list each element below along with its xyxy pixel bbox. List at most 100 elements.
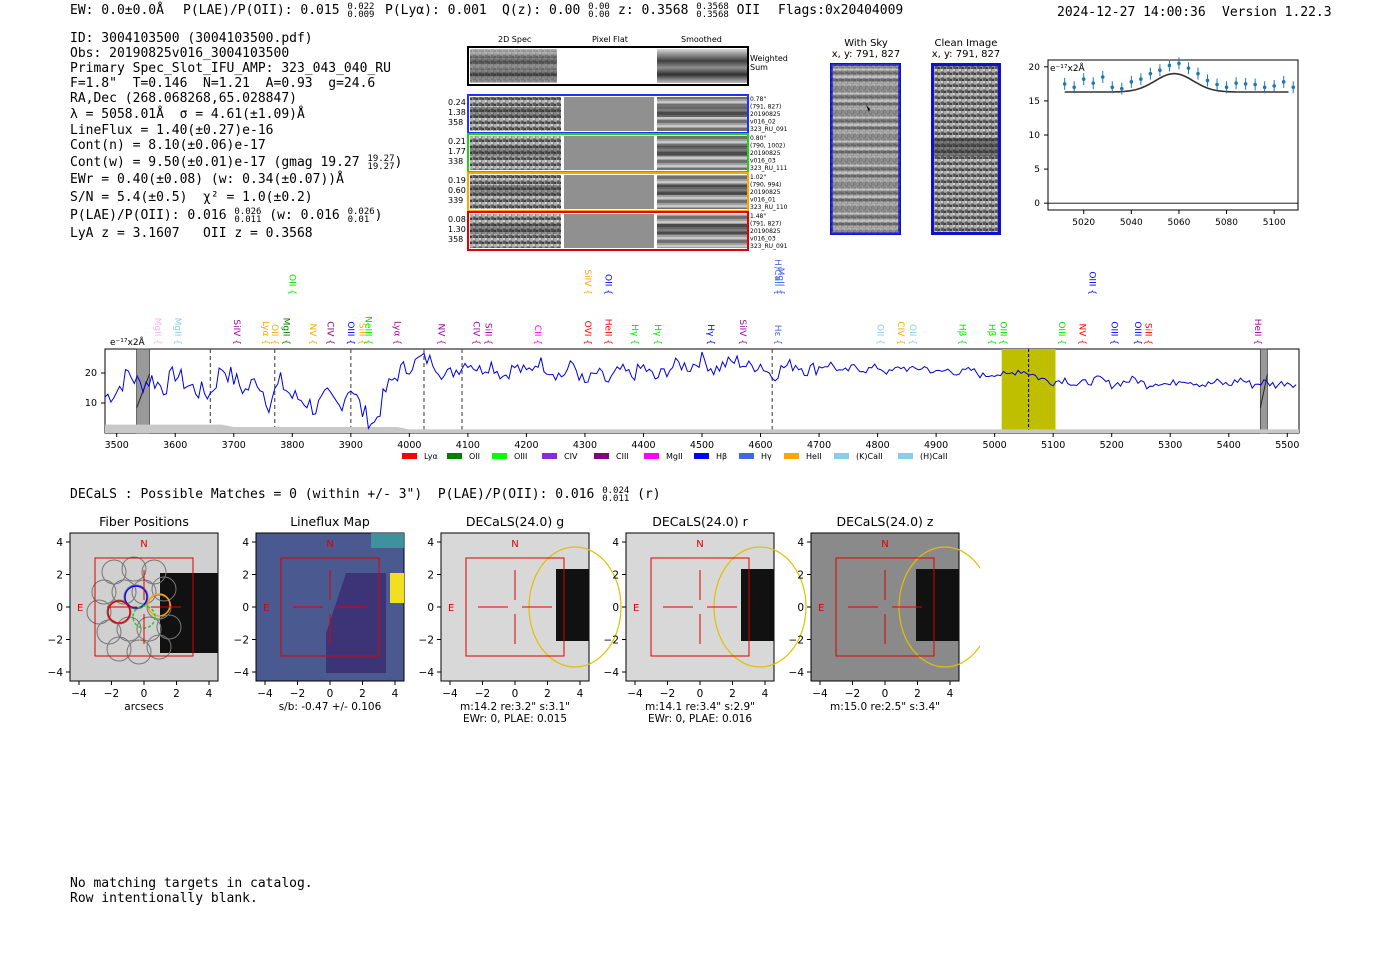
spectrum-line-label: OIII { (1086, 271, 1096, 295)
spectrum-line-label: Lyα { (392, 321, 402, 345)
zoom-point (1224, 85, 1229, 90)
decals-ytick-label: 4 (797, 537, 804, 549)
decals-box (465, 557, 565, 657)
spectrum-xtick-label: 5100 (1041, 440, 1065, 451)
cutout-row-meta: v016_02 (750, 119, 776, 126)
zoom-point (1186, 66, 1191, 70)
info-contw-lo: 19.27 (367, 162, 395, 172)
zoom-point (1177, 61, 1181, 66)
zoom-point (1205, 78, 1210, 83)
spectrum-xtick-label: 5500 (1275, 440, 1299, 451)
zoom-xtick-label: 5100 (1263, 218, 1286, 228)
decals-title: DECaLS : Possible Matches = 0 (within +/… (70, 487, 661, 504)
spectrum-xtick-label: 4600 (748, 440, 772, 451)
decals-north: N (511, 539, 518, 550)
legend-swatch (834, 453, 849, 459)
decals-ytick-label: −2 (48, 635, 63, 647)
info-lambda: λ = 5058.01Å σ = 4.61(±1.09)Å (70, 107, 305, 122)
footer: No matching targets in catalog. Row inten… (70, 876, 313, 906)
cutout-row-meta: v016_01 (750, 197, 776, 204)
zoom-point (1062, 82, 1067, 86)
decals-ytick-label: 0 (242, 602, 249, 614)
zoom-ytick-label: 0 (1034, 199, 1040, 209)
zoom-xtick-label: 5080 (1215, 218, 1238, 228)
info-sn: S/N = 5.4(±0.5) χ² = 1.0(±0.2) (70, 190, 313, 205)
decals-panel-title: Lineflux Map (290, 514, 370, 529)
decals-box (94, 557, 194, 657)
cutout-row-smooth (657, 175, 747, 209)
spectrum-xtick-label: 4000 (397, 440, 421, 451)
legend-swatch (492, 453, 507, 459)
decals-east: E (77, 603, 83, 614)
cutout-row-2d (470, 175, 561, 209)
cutout-row-2d (470, 97, 561, 131)
footer-line1: No matching targets in catalog. (70, 876, 313, 891)
info-lineflux: LineFlux = 1.40(±0.27)e-16 (70, 123, 274, 138)
decals-galaxy (741, 569, 774, 641)
cutout-row-2d (470, 214, 561, 248)
cutout-weighted: Weighted (750, 54, 788, 63)
legend-label: (H)CaII (920, 452, 947, 461)
info-contn: Cont(n) = 8.10(±0.06)e-17 (70, 138, 266, 153)
cursor-icon (866, 105, 870, 112)
info-plae2-w: (w: 0.016 (269, 208, 340, 223)
spectrum-xtick-label: 4700 (807, 440, 831, 451)
decals-xtick-label: 4 (577, 688, 584, 700)
decals-xtick-label: −2 (660, 688, 675, 700)
cutout-row-l1: 0.21 (448, 137, 466, 146)
zoom-ytick-label: 15 (1029, 97, 1040, 107)
spectrum-xtick-label: 5400 (1217, 440, 1241, 451)
spectrum-xtick-label: 5300 (1158, 440, 1182, 451)
cutout-row-l3: 339 (448, 196, 463, 205)
decals-panel-4: DECaLS(24.0) r N E 4 2 0 −2 −4 −4 −2 0 2 4 m:14.1 re:… (604, 514, 807, 725)
spectrum-line-label: SiIV { (582, 269, 592, 295)
decals-ytick-label: −2 (789, 635, 804, 647)
decals-caption1: m:14.1 re:3.4" s:2.9" (645, 701, 755, 713)
fiber-circle (126, 639, 152, 665)
cutout-weighted-label: Weighted Sum (750, 54, 788, 72)
fiber-circle (121, 556, 147, 582)
info-primary: Primary Spec_Slot_IFU_AMP: 323_043_040_R… (70, 61, 391, 76)
zoom-point (1139, 77, 1143, 81)
fiber-circle (141, 559, 167, 585)
spectrum-line (104, 351, 1297, 430)
decals-xtick-label: 4 (206, 688, 213, 700)
decals-ytick-label: −2 (419, 635, 434, 647)
decals-caption1: m:14.2 re:3.2" s:3.1" (460, 701, 570, 713)
header-qz-hi: 0.00 (588, 2, 610, 12)
decals-xtick-label: −2 (475, 688, 490, 700)
spectrum-line-label: NeIII { (362, 316, 372, 345)
cutout-row-flat (564, 214, 654, 248)
decals-xtick-label: 0 (141, 688, 148, 700)
zoom-point (1167, 63, 1172, 68)
decals-panel-title: DECaLS(24.0) g (466, 514, 564, 529)
spectrum-xtick-label: 4100 (456, 440, 480, 451)
decals-ytick-label: 4 (612, 537, 619, 549)
decals-xtick-label: −2 (290, 688, 305, 700)
cutout-row-flat (564, 136, 654, 170)
cutout-row-meta: (790, 1002) (750, 143, 785, 150)
info-contw-value: Cont(w) = 9.50(±0.01)e-17 (gmag 19.27 (70, 155, 360, 170)
cutout-row-flat (564, 175, 654, 209)
decals-xtick-label: 0 (512, 688, 519, 700)
fiber-circle (106, 636, 132, 662)
decals-panel-3: DECaLS(24.0) g N E 4 2 0 −2 −4 −4 −2 0 2 4 m:14.2 re:… (419, 514, 622, 725)
header-qz: Q(z): 0.00 0.00 0.00 (502, 2, 610, 20)
spectrum-line-label: OIII { (1109, 321, 1119, 345)
decals-ytick-label: 2 (56, 570, 63, 582)
zoom-point (1281, 80, 1286, 84)
cutout-row-meta: 0.80" (750, 135, 766, 142)
zoom-point (1272, 84, 1276, 88)
info-contw-hi: 19.27 (367, 154, 395, 164)
spectrum-line-label: Hγ { (652, 324, 662, 345)
cutout-row-l1: 0.24 (448, 98, 466, 107)
legend-label: HeII (806, 452, 822, 461)
cutout-col-flat: Pixel Flat (592, 35, 628, 44)
header-version: Version 1.22.3 (1222, 5, 1332, 20)
spectrum-xtick-label: 4900 (924, 440, 948, 451)
header-z-line: OII (736, 3, 761, 18)
header-datetime: 2024-12-27 14:00:36 (1057, 5, 1206, 20)
info-plae2: P(LAE)/P(OII): 0.016 0.026 0.011 (w: 0.01… (70, 207, 383, 225)
info-plae2-hi: 0.026 (234, 207, 262, 217)
info-params: F=1.8" T=0.146 N=1.21 A=0.93 g=24.6 (70, 76, 376, 91)
